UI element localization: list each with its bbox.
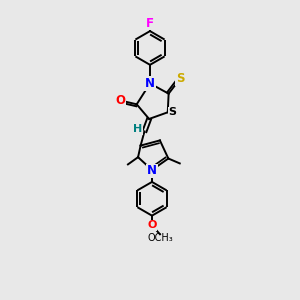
Text: OCH₃: OCH₃ xyxy=(148,233,173,243)
Text: S: S xyxy=(168,107,176,117)
Text: O: O xyxy=(147,220,157,230)
Text: N: N xyxy=(147,164,157,177)
Text: S: S xyxy=(176,72,184,86)
Text: N: N xyxy=(145,77,155,90)
Text: H: H xyxy=(133,124,142,134)
Text: F: F xyxy=(146,16,154,30)
Text: O: O xyxy=(115,94,125,107)
